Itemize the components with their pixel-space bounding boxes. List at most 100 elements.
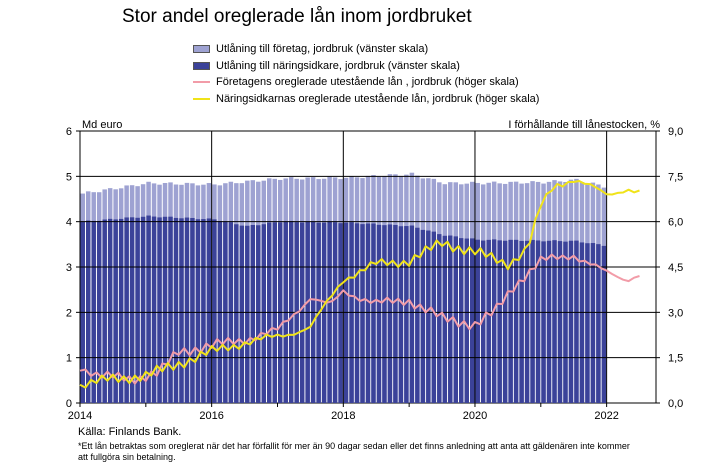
bar-foretag	[267, 178, 272, 403]
x-tick-label: 2016	[199, 410, 223, 422]
bar-naringsidkare	[585, 243, 590, 403]
bar-naringsidkare	[195, 219, 201, 403]
bar-foretag	[398, 175, 404, 403]
bar-naringsidkare	[426, 230, 431, 403]
bar-foretag	[316, 179, 321, 403]
y-tick-label-left: 2	[66, 307, 72, 319]
legend-swatch	[193, 45, 210, 54]
bar-foretag	[310, 177, 316, 403]
bar-naringsidkare	[535, 240, 541, 403]
chart-title: Stor andel oreglerade lån inom jordbruke…	[122, 6, 472, 27]
bar-foretag	[568, 179, 574, 403]
bar-naringsidkare	[157, 217, 162, 403]
bar-foretag	[179, 184, 184, 403]
right-axis-title: I förhållande till lånestocken, %	[508, 119, 660, 131]
y-tick-label-left: 6	[66, 126, 72, 138]
bar-naringsidkare	[382, 225, 387, 403]
bar-naringsidkare	[338, 223, 343, 403]
bar-naringsidkare	[453, 236, 459, 403]
bar-naringsidkare	[376, 224, 382, 403]
bar-naringsidkare	[294, 222, 299, 403]
bar-foretag	[601, 187, 607, 403]
bar-foretag	[552, 180, 557, 403]
bar-foretag	[371, 175, 376, 403]
bar-naringsidkare	[574, 240, 579, 403]
bar-foretag	[442, 184, 448, 403]
y-tick-label-right: 6,0	[668, 217, 683, 229]
bar-naringsidkare	[579, 242, 585, 403]
bar-foretag	[157, 184, 162, 403]
bar-foretag	[140, 184, 146, 403]
bar-naringsidkare	[267, 222, 272, 403]
bar-naringsidkare	[316, 222, 321, 403]
bar-naringsidkare	[173, 217, 179, 403]
bar-foretag	[234, 183, 239, 403]
bar-foretag	[360, 178, 365, 403]
bar-foretag	[404, 174, 409, 403]
bar-foretag	[173, 184, 179, 403]
bar-naringsidkare	[190, 217, 195, 403]
y-tick-label-left: 5	[66, 171, 72, 183]
y-tick-label-right: 3,0	[668, 307, 683, 319]
bar-foretag	[546, 181, 552, 403]
y-tick-label-right: 7,5	[668, 171, 683, 183]
bar-naringsidkare	[519, 240, 524, 403]
bar-naringsidkare	[146, 215, 151, 403]
bar-foretag	[124, 185, 129, 403]
bar-foretag	[448, 182, 453, 403]
bar-naringsidkare	[118, 218, 124, 403]
bar-naringsidkare	[96, 220, 102, 403]
bar-naringsidkare	[530, 239, 535, 403]
bar-foretag	[596, 184, 601, 403]
bar-naringsidkare	[409, 225, 415, 403]
bar-foretag	[146, 181, 151, 403]
bar-foretag	[228, 181, 234, 403]
bar-foretag	[162, 182, 168, 403]
bar-foretag	[261, 180, 267, 403]
bar-naringsidkare	[491, 239, 497, 403]
bar-foretag	[190, 183, 195, 403]
bar-foretag	[327, 176, 332, 403]
bar-foretag	[354, 177, 360, 403]
bar-naringsidkare	[497, 240, 502, 403]
bar-naringsidkare	[398, 226, 404, 403]
bar-naringsidkare	[305, 221, 310, 403]
legend-item-naringsidkarnas-oreglerade: Näringsidkarnas oreglerade utestående lå…	[193, 91, 539, 108]
legend-swatch	[193, 81, 210, 84]
bar-foretag	[469, 181, 475, 403]
bar-foretag	[491, 181, 497, 403]
bar-naringsidkare	[80, 221, 85, 403]
bar-naringsidkare	[288, 221, 294, 403]
bar-naringsidkare	[201, 219, 206, 403]
bar-foretag	[486, 182, 491, 403]
bar-foretag	[195, 185, 201, 403]
bar-foretag	[288, 177, 294, 403]
bar-naringsidkare	[102, 219, 107, 403]
bar-foretag	[96, 192, 102, 403]
y-tick-label-left: 1	[66, 353, 72, 365]
bar-foretag	[524, 183, 530, 403]
bar-naringsidkare	[140, 216, 146, 403]
bar-naringsidkare	[162, 216, 168, 403]
bar-foretag	[212, 184, 217, 403]
bar-foretag	[497, 183, 502, 403]
legend-item-foretag: Utlåning till företag, jordbruk (vänster…	[193, 41, 539, 58]
line-naringsidkarnas-oreglerade	[79, 180, 640, 389]
bar-naringsidkare	[272, 222, 277, 403]
bar-foretag	[256, 181, 261, 403]
bar-naringsidkare	[245, 225, 250, 403]
bar-foretag	[480, 184, 486, 403]
bar-foretag	[519, 183, 524, 403]
bar-naringsidkare	[223, 221, 228, 403]
bar-foretag	[217, 185, 223, 403]
bar-naringsidkare	[250, 225, 256, 403]
legend-label: Utlåning till företag, jordbruk (vänster…	[216, 43, 429, 56]
bar-naringsidkare	[513, 239, 519, 403]
bar-foretag	[184, 182, 190, 403]
bar-naringsidkare	[349, 222, 354, 403]
y-tick-label-left: 3	[66, 262, 72, 274]
bar-naringsidkare	[256, 225, 261, 403]
bar-naringsidkare	[448, 235, 453, 403]
bar-naringsidkare	[212, 219, 217, 403]
x-tick-label: 2020	[463, 410, 487, 422]
